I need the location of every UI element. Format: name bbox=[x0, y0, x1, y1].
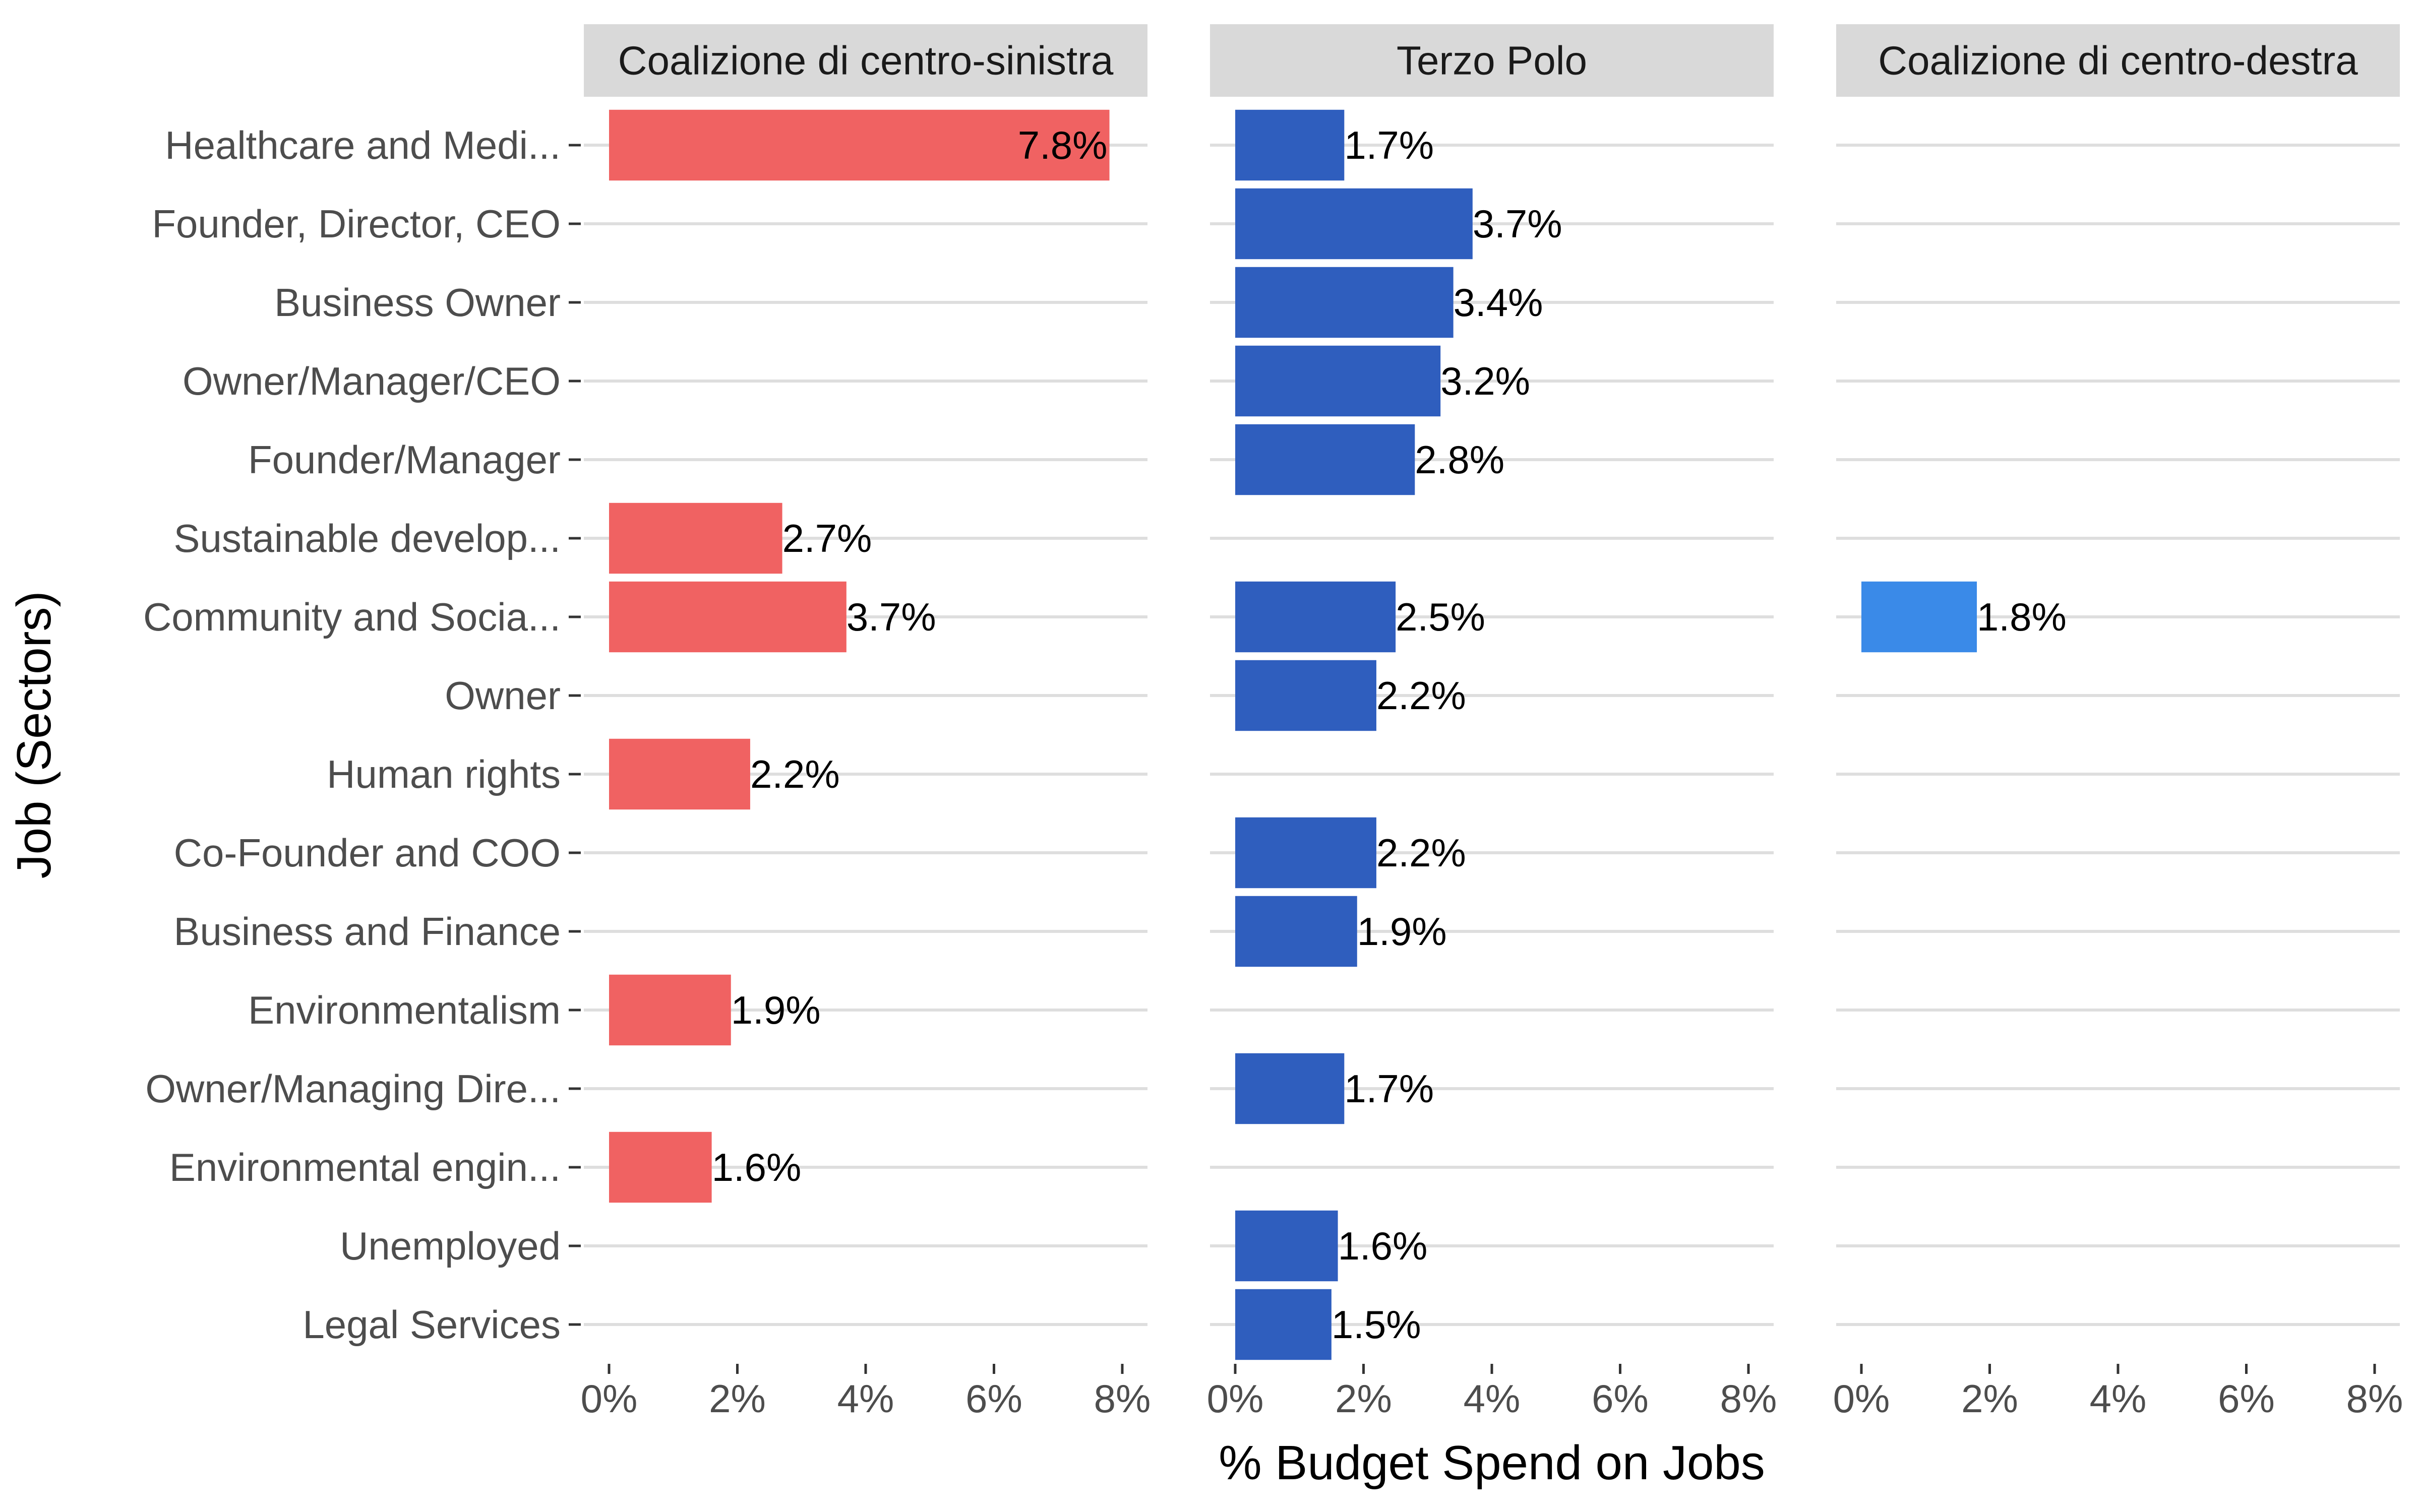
data-label-terzo-polo-healthcare-and-medi: 1.7% bbox=[1344, 123, 1434, 167]
x-tick-label: 4% bbox=[2090, 1376, 2147, 1421]
x-tick-label: 8% bbox=[2346, 1376, 2403, 1421]
data-label-terzo-polo-community-and-socia: 2.5% bbox=[1396, 595, 1485, 639]
x-tick-label: 8% bbox=[1094, 1376, 1151, 1421]
bar-terzo-polo-owner-managing-dire bbox=[1235, 1053, 1345, 1124]
panel-title-1: Coalizione di centro-sinistra bbox=[618, 38, 1114, 83]
x-tick-label: 0% bbox=[1207, 1376, 1264, 1421]
y-tick-label-legal-services: Legal Services bbox=[302, 1302, 561, 1347]
data-label-coalizione-di-centro-sinistra-community-and-socia: 3.7% bbox=[846, 595, 936, 639]
panel-title-3: Coalizione di centro-destra bbox=[1878, 38, 2358, 83]
bar-coalizione-di-centro-sinistra-sustainable-develop bbox=[609, 502, 782, 574]
bar-terzo-polo-owner bbox=[1235, 660, 1376, 731]
bar-coalizione-di-centro-destra-community-and-socia bbox=[1861, 581, 1977, 653]
bar-terzo-polo-community-and-socia bbox=[1235, 581, 1396, 653]
bar-terzo-polo-owner-manager-ceo bbox=[1235, 345, 1441, 417]
data-label-terzo-polo-owner: 2.2% bbox=[1376, 673, 1466, 718]
bar-terzo-polo-unemployed bbox=[1235, 1210, 1338, 1282]
y-tick-label-unemployed: Unemployed bbox=[340, 1224, 561, 1268]
data-label-terzo-polo-business-and-finance: 1.9% bbox=[1357, 909, 1447, 954]
data-label-coalizione-di-centro-sinistra-sustainable-develop: 2.7% bbox=[782, 516, 872, 560]
x-tick-label: 4% bbox=[837, 1376, 894, 1421]
data-label-terzo-polo-co-founder-and-coo: 2.2% bbox=[1376, 831, 1466, 875]
bar-coalizione-di-centro-sinistra-environmental-engin bbox=[609, 1131, 712, 1203]
x-tick-label: 6% bbox=[1592, 1376, 1649, 1421]
bar-terzo-polo-co-founder-and-coo bbox=[1235, 817, 1376, 889]
x-tick-label: 0% bbox=[581, 1376, 638, 1421]
x-tick-label: 6% bbox=[2218, 1376, 2275, 1421]
x-tick-label: 0% bbox=[1833, 1376, 1890, 1421]
data-label-terzo-polo-founder-director-ceo: 3.7% bbox=[1473, 202, 1562, 246]
x-tick-label: 2% bbox=[1335, 1376, 1392, 1421]
y-tick-label-environmental-engin: Environmental engin... bbox=[169, 1145, 561, 1189]
x-tick-label: 8% bbox=[1720, 1376, 1777, 1421]
data-label-terzo-polo-unemployed: 1.6% bbox=[1338, 1224, 1428, 1268]
y-tick-label-founder-manager: Founder/Manager bbox=[248, 437, 561, 482]
bar-terzo-polo-business-and-finance bbox=[1235, 896, 1357, 967]
y-tick-label-community-and-socia: Community and Socia... bbox=[143, 595, 561, 639]
data-label-coalizione-di-centro-destra-community-and-socia: 1.8% bbox=[1977, 595, 2067, 639]
x-tick-label: 2% bbox=[709, 1376, 766, 1421]
bar-coalizione-di-centro-sinistra-environmentalism bbox=[609, 974, 731, 1046]
data-label-terzo-polo-business-owner: 3.4% bbox=[1454, 280, 1543, 325]
y-tick-label-human-rights: Human rights bbox=[327, 752, 561, 796]
bar-terzo-polo-founder-manager bbox=[1235, 424, 1415, 495]
data-label-coalizione-di-centro-sinistra-environmentalism: 1.9% bbox=[731, 988, 821, 1032]
y-tick-label-environmentalism: Environmentalism bbox=[248, 988, 561, 1032]
x-tick-label: 6% bbox=[965, 1376, 1022, 1421]
data-label-terzo-polo-owner-managing-dire: 1.7% bbox=[1344, 1066, 1434, 1111]
data-label-coalizione-di-centro-sinistra-environmental-engin: 1.6% bbox=[712, 1145, 802, 1189]
data-label-terzo-polo-founder-manager: 2.8% bbox=[1415, 437, 1504, 482]
bar-terzo-polo-business-owner bbox=[1235, 267, 1454, 338]
bar-terzo-polo-healthcare-and-medi bbox=[1235, 109, 1345, 181]
bar-terzo-polo-legal-services bbox=[1235, 1289, 1332, 1360]
y-tick-label-founder-director-ceo: Founder, Director, CEO bbox=[152, 202, 561, 246]
y-tick-label-business-and-finance: Business and Finance bbox=[174, 909, 561, 954]
y-tick-label-sustainable-develop: Sustainable develop... bbox=[173, 516, 561, 560]
y-axis-title: Job (Sectors) bbox=[7, 591, 61, 879]
y-tick-label-owner-managing-dire: Owner/Managing Dire... bbox=[145, 1066, 561, 1111]
bar-coalizione-di-centro-sinistra-human-rights bbox=[609, 738, 750, 810]
panel-strip-3 bbox=[1836, 24, 2400, 97]
data-label-terzo-polo-owner-manager-ceo: 3.2% bbox=[1440, 359, 1530, 403]
y-tick-label-owner-manager-ceo: Owner/Manager/CEO bbox=[183, 359, 561, 403]
y-tick-label-healthcare-and-medi: Healthcare and Medi... bbox=[165, 123, 561, 167]
bar-terzo-polo-founder-director-ceo bbox=[1235, 188, 1473, 260]
x-tick-label: 2% bbox=[1961, 1376, 2018, 1421]
y-tick-label-co-founder-and-coo: Co-Founder and COO bbox=[174, 831, 561, 875]
bar-coalizione-di-centro-sinistra-healthcare-and-medi bbox=[609, 109, 1110, 181]
x-axis-title: % Budget Spend on Jobs bbox=[1219, 1436, 1765, 1490]
bar-coalizione-di-centro-sinistra-community-and-socia bbox=[609, 581, 846, 653]
data-label-terzo-polo-legal-services: 1.5% bbox=[1332, 1302, 1421, 1347]
panel-strip-2 bbox=[1210, 24, 1774, 97]
data-label-coalizione-di-centro-sinistra-healthcare-and-medi: 7.8% bbox=[1018, 123, 1108, 167]
panel-strip-1 bbox=[584, 24, 1147, 97]
y-tick-label-business-owner: Business Owner bbox=[274, 280, 561, 325]
y-tick-label-owner: Owner bbox=[445, 673, 561, 718]
x-tick-label: 4% bbox=[1464, 1376, 1521, 1421]
data-label-coalizione-di-centro-sinistra-human-rights: 2.2% bbox=[750, 752, 840, 796]
panel-title-2: Terzo Polo bbox=[1397, 38, 1587, 83]
